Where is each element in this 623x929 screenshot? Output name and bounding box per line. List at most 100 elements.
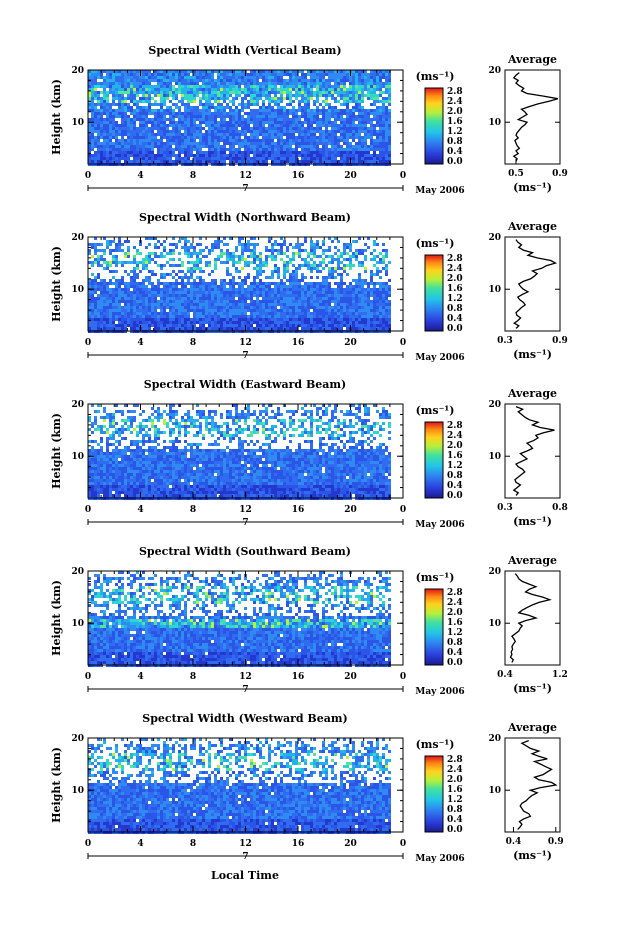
heatmap-cell <box>103 88 106 91</box>
heatmap-cell <box>370 70 373 73</box>
heatmap-cell <box>295 148 298 151</box>
heatmap-cell <box>91 297 94 300</box>
heatmap-cell <box>280 118 283 121</box>
heatmap-cell <box>364 151 367 154</box>
heatmap-cell <box>328 136 331 139</box>
heatmap-cell <box>388 85 391 88</box>
heatmap-cell <box>145 121 148 124</box>
heatmap-cell <box>208 82 211 85</box>
heatmap-cell <box>214 285 217 288</box>
heatmap-cell <box>211 294 214 297</box>
heatmap-cell <box>106 309 109 312</box>
heatmap-cell <box>109 88 112 91</box>
heatmap-cell <box>370 309 373 312</box>
heatmap-cell <box>112 82 115 85</box>
heatmap-cell <box>88 318 91 321</box>
heatmap-cell <box>253 109 256 112</box>
heatmap-cell <box>154 303 157 306</box>
heatmap-cell <box>298 76 301 79</box>
heatmap-cell <box>253 73 256 76</box>
heatmap-cell <box>127 130 130 133</box>
heatmap-cell <box>238 294 241 297</box>
heatmap-cell <box>262 112 265 115</box>
heatmap-cell <box>238 103 241 106</box>
heatmap-cell <box>337 303 340 306</box>
heatmap-cell <box>193 136 196 139</box>
heatmap-cell <box>181 148 184 151</box>
heatmap-cell <box>229 118 232 121</box>
heatmap-cell <box>202 103 205 106</box>
heatmap-cell <box>118 309 121 312</box>
heatmap-cell <box>385 249 388 252</box>
heatmap-cell <box>145 88 148 91</box>
heatmap-cell <box>259 315 262 318</box>
heatmap-cell <box>376 82 379 85</box>
heatmap-cell <box>160 255 163 258</box>
heatmap-cell <box>343 312 346 315</box>
heatmap-cell <box>289 306 292 309</box>
heatmap-cell <box>223 318 226 321</box>
heatmap-cell <box>169 79 172 82</box>
avg-x-label: (ms⁻¹) <box>513 181 552 194</box>
heatmap-cell <box>130 142 133 145</box>
heatmap-cell <box>313 85 316 88</box>
heatmap-cell <box>100 85 103 88</box>
heatmap-cell <box>343 100 346 103</box>
heatmap-cell <box>346 288 349 291</box>
heatmap-cell <box>262 303 265 306</box>
heatmap-cell <box>349 255 352 258</box>
heatmap-cell <box>298 312 301 315</box>
heatmap-cell <box>304 136 307 139</box>
heatmap-cell <box>340 127 343 130</box>
heatmap-cell <box>127 309 130 312</box>
heatmap-cell <box>184 300 187 303</box>
heatmap-cell <box>259 270 262 273</box>
heatmap-cell <box>202 309 205 312</box>
heatmap-cell <box>130 151 133 154</box>
heatmap-cell <box>382 82 385 85</box>
heatmap-cell <box>169 258 172 261</box>
heatmap-cell <box>220 303 223 306</box>
heatmap-cell <box>268 303 271 306</box>
heatmap-cell <box>310 121 313 124</box>
heatmap-cell <box>361 285 364 288</box>
heatmap-cell <box>202 157 205 160</box>
heatmap-cell <box>115 282 118 285</box>
heatmap-cell <box>286 267 289 270</box>
heatmap-cell <box>340 297 343 300</box>
heatmap-cell <box>154 94 157 97</box>
heatmap-cell <box>280 127 283 130</box>
heatmap-cell <box>235 76 238 79</box>
heatmap-cell <box>196 276 199 279</box>
heatmap-cell <box>88 151 91 154</box>
heatmap-cell <box>190 309 193 312</box>
heatmap-cell <box>244 79 247 82</box>
heatmap-cell <box>241 246 244 249</box>
heatmap-cell <box>367 97 370 100</box>
heatmap-cell <box>94 154 97 157</box>
heatmap-cell <box>283 130 286 133</box>
heatmap-cell <box>124 145 127 148</box>
heatmap-cell <box>250 82 253 85</box>
heatmap-cell <box>88 300 91 303</box>
heatmap-cell <box>208 315 211 318</box>
heatmap-cell <box>256 255 259 258</box>
heatmap-cell <box>199 130 202 133</box>
heatmap-cell <box>100 306 103 309</box>
heatmap-cell <box>253 103 256 106</box>
heatmap-cell <box>244 309 247 312</box>
heatmap-cell <box>163 157 166 160</box>
heatmap-cell <box>358 154 361 157</box>
heatmap-cell <box>322 142 325 145</box>
heatmap-cell <box>94 136 97 139</box>
heatmap-cell <box>214 130 217 133</box>
heatmap-cell <box>148 294 151 297</box>
heatmap-cell <box>232 142 235 145</box>
heatmap-cell <box>157 300 160 303</box>
heatmap-cell <box>313 297 316 300</box>
heatmap-cell <box>193 294 196 297</box>
heatmap-cell <box>187 297 190 300</box>
heatmap-cell <box>157 288 160 291</box>
heatmap-cell <box>304 151 307 154</box>
heatmap-cell <box>274 285 277 288</box>
